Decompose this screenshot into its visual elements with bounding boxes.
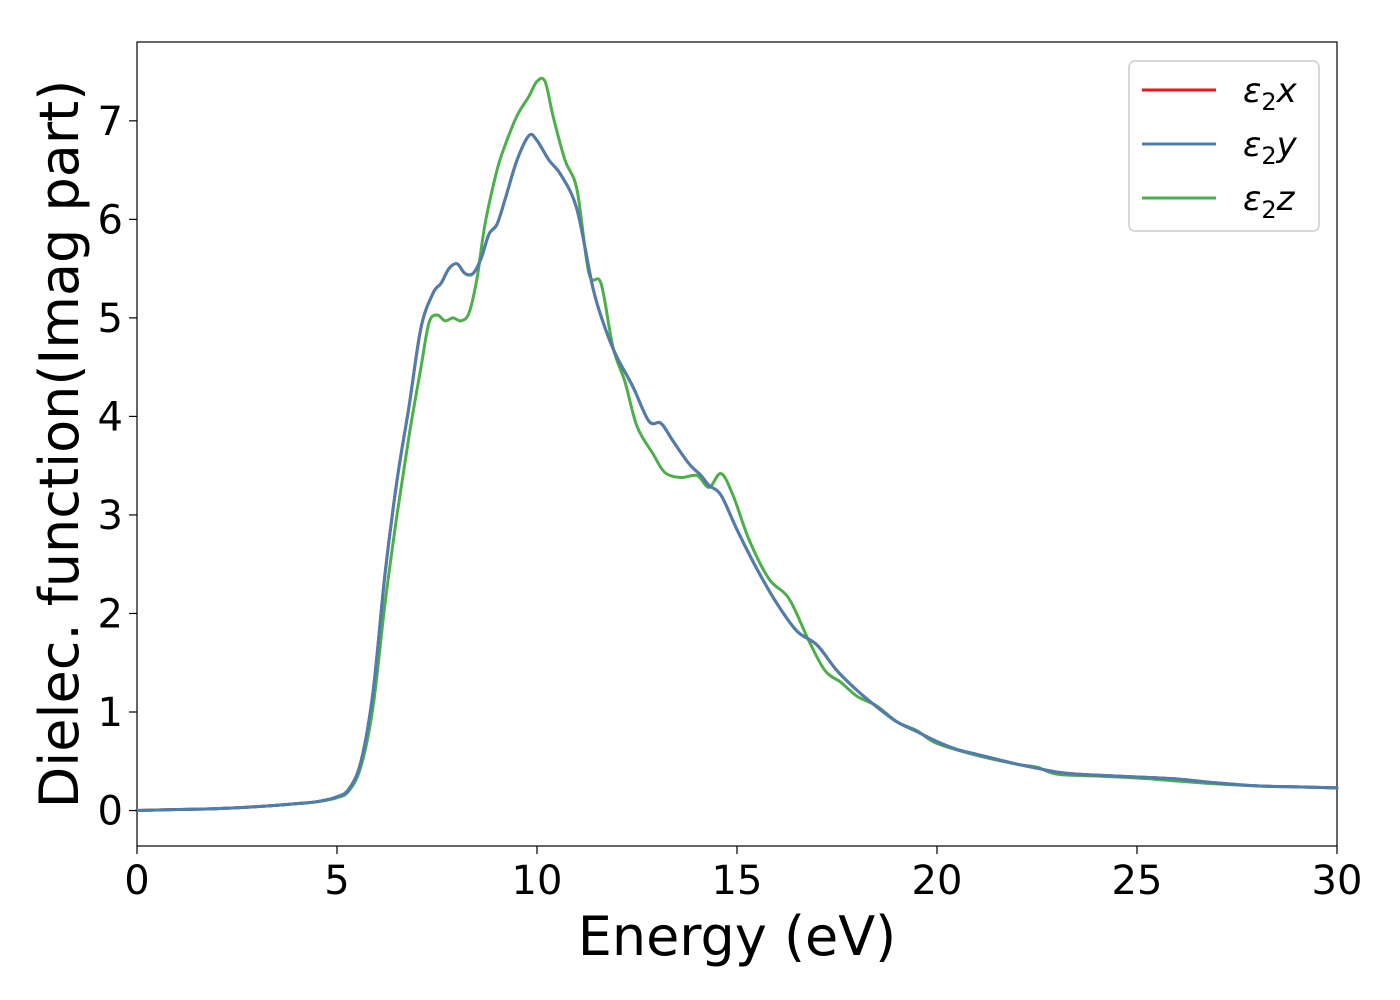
x-axis: 0 5 10 15 20 25 30: [124, 846, 1362, 904]
legend-label-y: ε2y: [1243, 125, 1298, 170]
legend: ε2x ε2y ε2z: [1128, 60, 1320, 232]
legend-label-x: ε2x: [1243, 71, 1298, 116]
legend-label-z: ε2z: [1243, 179, 1296, 224]
legend-items: ε2x ε2y ε2z: [1142, 71, 1298, 224]
x-tick-label: 20: [912, 858, 963, 904]
x-tick-label: 30: [1312, 858, 1363, 904]
x-tick-label: 5: [324, 858, 349, 904]
y-tick-label: 4: [98, 394, 123, 440]
x-axis-title: Energy (eV): [578, 905, 897, 968]
x-tick-label: 25: [1112, 858, 1163, 904]
series-layer: [135, 76, 1339, 812]
legend-box: [1128, 60, 1320, 232]
x-tick-label: 0: [124, 858, 149, 904]
y-tick-label: 6: [98, 197, 123, 243]
series-line-y: [135, 132, 1339, 812]
y-tick-label: 5: [98, 296, 123, 342]
y-tick-label: 1: [98, 690, 123, 736]
series-line-z: [135, 76, 1339, 812]
y-tick-label: 7: [98, 99, 123, 145]
x-tick-label: 10: [512, 858, 563, 904]
y-axis: 0 1 2 3 4 5 6 7: [98, 99, 137, 835]
x-tick-label: 15: [712, 858, 763, 904]
y-tick-label: 2: [98, 591, 123, 637]
y-tick-label: 3: [98, 493, 123, 539]
y-tick-label: 0: [98, 789, 123, 835]
y-axis-title: Dielec. function(Imag part): [28, 80, 91, 809]
